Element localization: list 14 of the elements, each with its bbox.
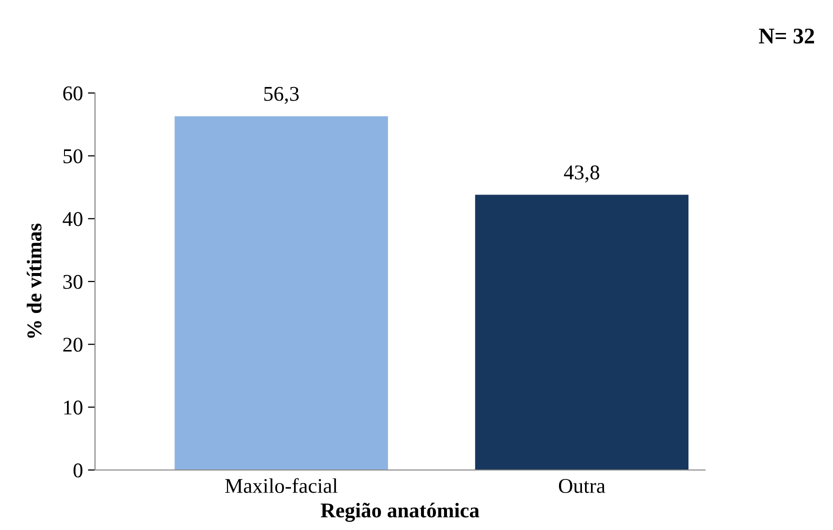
y-tick-label: 40 xyxy=(62,212,82,226)
data-label: 43,8 xyxy=(564,165,600,182)
y-tick-label: 20 xyxy=(63,338,82,352)
x-tick-label: Outra xyxy=(558,478,606,493)
y-tick-label: 10 xyxy=(64,400,82,415)
data-label: 56,3 xyxy=(264,86,299,104)
x-axis-title: Região anatómica xyxy=(320,502,480,522)
y-tick-label: 30 xyxy=(63,274,82,289)
text: N= 32 xyxy=(758,28,814,44)
y-tick-label: 60 xyxy=(63,86,82,100)
y-tick-label: 50 xyxy=(64,149,82,164)
y-tick-label: 0 xyxy=(74,463,82,478)
x-tick-label: Maxilo-facial xyxy=(225,478,338,493)
y-axis-title: % de vítimas xyxy=(26,224,42,338)
